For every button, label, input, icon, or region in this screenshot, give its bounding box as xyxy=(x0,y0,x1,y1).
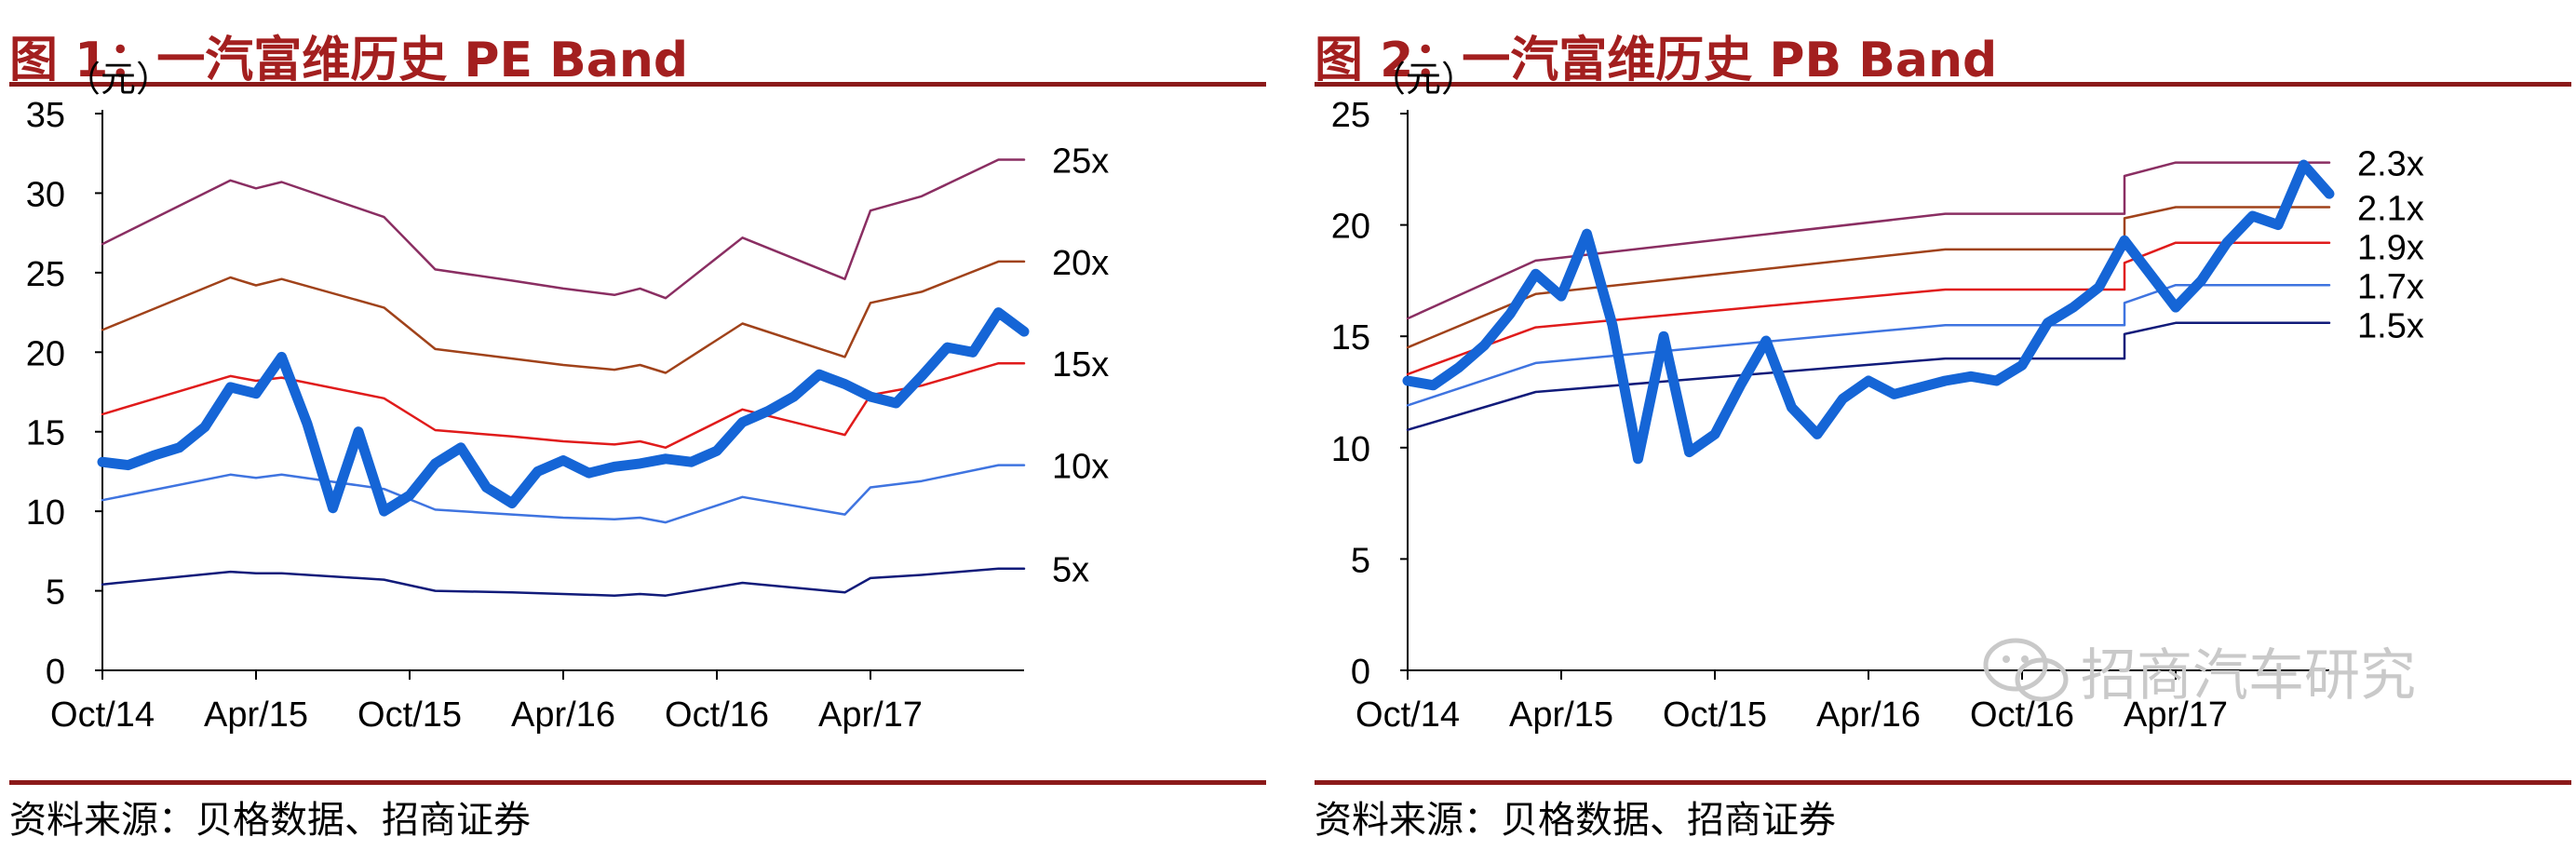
x-tick-label: Apr/16 xyxy=(1816,695,1921,735)
y-axis-unit-label: （元） xyxy=(65,59,171,100)
series-end-label: 2.1x xyxy=(2357,189,2424,228)
y-tick-label: 0 xyxy=(1351,653,1370,692)
x-tick-label: Apr/15 xyxy=(1509,695,1613,735)
x-tick-label: Oct/14 xyxy=(50,695,155,735)
x-tick-label: Apr/17 xyxy=(818,695,923,735)
figure-title: 图 2：一汽富维历史 PB Band xyxy=(1315,33,1998,88)
figure-title: 图 1：一汽富维历史 PE Band xyxy=(9,33,689,88)
price-series-line xyxy=(1402,159,2335,465)
wechat-icon xyxy=(1983,638,2069,702)
x-tick-label: Apr/15 xyxy=(204,695,308,735)
y-tick-label: 10 xyxy=(26,493,65,533)
series-end-label: 1.9x xyxy=(2357,228,2424,267)
y-tick-label: 30 xyxy=(26,175,65,214)
pb-band-chart: （元） 0 5 10 15 20 25 Oct/14 Apr/15 Oct/15 Apr/16 Oct… xyxy=(1331,59,2424,735)
y-tick-label: 5 xyxy=(46,574,65,613)
x-tick-label: Apr/17 xyxy=(2124,695,2228,735)
x-tick-label: Apr/16 xyxy=(511,695,615,735)
x-tick-label: Oct/14 xyxy=(1355,695,1460,735)
x-tick-label: Oct/16 xyxy=(665,695,769,735)
y-tick-label: 15 xyxy=(26,414,65,453)
series-end-label: 1.7x xyxy=(2357,267,2424,306)
y-tick-label: 10 xyxy=(1331,430,1370,469)
series-end-label: 10x xyxy=(1052,448,1109,487)
source-note: 资料来源：贝格数据、招商证券 xyxy=(1315,799,1836,842)
price-series-line xyxy=(97,307,1030,517)
x-tick-label: Oct/15 xyxy=(1663,695,1767,735)
watermark: 招商汽车研究 xyxy=(1980,614,2539,726)
y-tick-label: 20 xyxy=(1331,208,1370,247)
y-tick-label: 15 xyxy=(1331,318,1370,358)
watermark-text: 招商汽车研究 xyxy=(2081,642,2416,709)
source-divider xyxy=(1315,780,2571,785)
band-series-line xyxy=(101,464,1026,524)
series-end-label: 20x xyxy=(1052,244,1109,283)
band-series-line xyxy=(101,567,1026,597)
y-tick-label: 25 xyxy=(26,255,65,294)
title-divider xyxy=(1315,82,2571,87)
series-end-label: 25x xyxy=(1052,142,1109,182)
series-end-label: 5x xyxy=(1052,551,1089,590)
series-end-label: 15x xyxy=(1052,345,1109,385)
band-series-line xyxy=(101,158,1026,300)
band-series-line xyxy=(1406,241,2331,376)
band-series-line xyxy=(1406,161,2331,320)
source-note: 资料来源：贝格数据、招商证券 xyxy=(9,799,531,842)
y-axis-unit-label: （元） xyxy=(1370,59,1477,100)
pe-band-panel: 图 1：一汽富维历史 PE Band （元） 0 5 10 15 20 25 30 35 Oct/… xyxy=(9,0,1275,864)
title-divider xyxy=(9,82,1266,87)
band-series-line xyxy=(1406,283,2331,407)
source-divider xyxy=(9,780,1266,785)
series-end-label: 2.3x xyxy=(2357,145,2424,184)
band-series-line xyxy=(101,260,1026,374)
y-tick-label: 0 xyxy=(46,653,65,692)
band-series-line xyxy=(1406,321,2331,431)
x-tick-label: Oct/15 xyxy=(357,695,462,735)
y-tick-label: 20 xyxy=(26,334,65,373)
y-tick-label: 25 xyxy=(1331,96,1370,135)
pb-band-panel: 图 2：一汽富维历史 PB Band （元） 0 5 10 15 20 25 Oct/14 Ap… xyxy=(1315,0,2576,864)
band-series-line xyxy=(101,361,1026,450)
pe-band-chart: （元） 0 5 10 15 20 25 30 35 Oct/14 Apr/15 Oct/15 Apr/1… xyxy=(26,59,1110,735)
y-tick-label: 35 xyxy=(26,96,65,135)
y-tick-label: 5 xyxy=(1351,541,1370,580)
x-tick-label: Oct/16 xyxy=(1970,695,2074,735)
series-end-label: 1.5x xyxy=(2357,306,2424,345)
